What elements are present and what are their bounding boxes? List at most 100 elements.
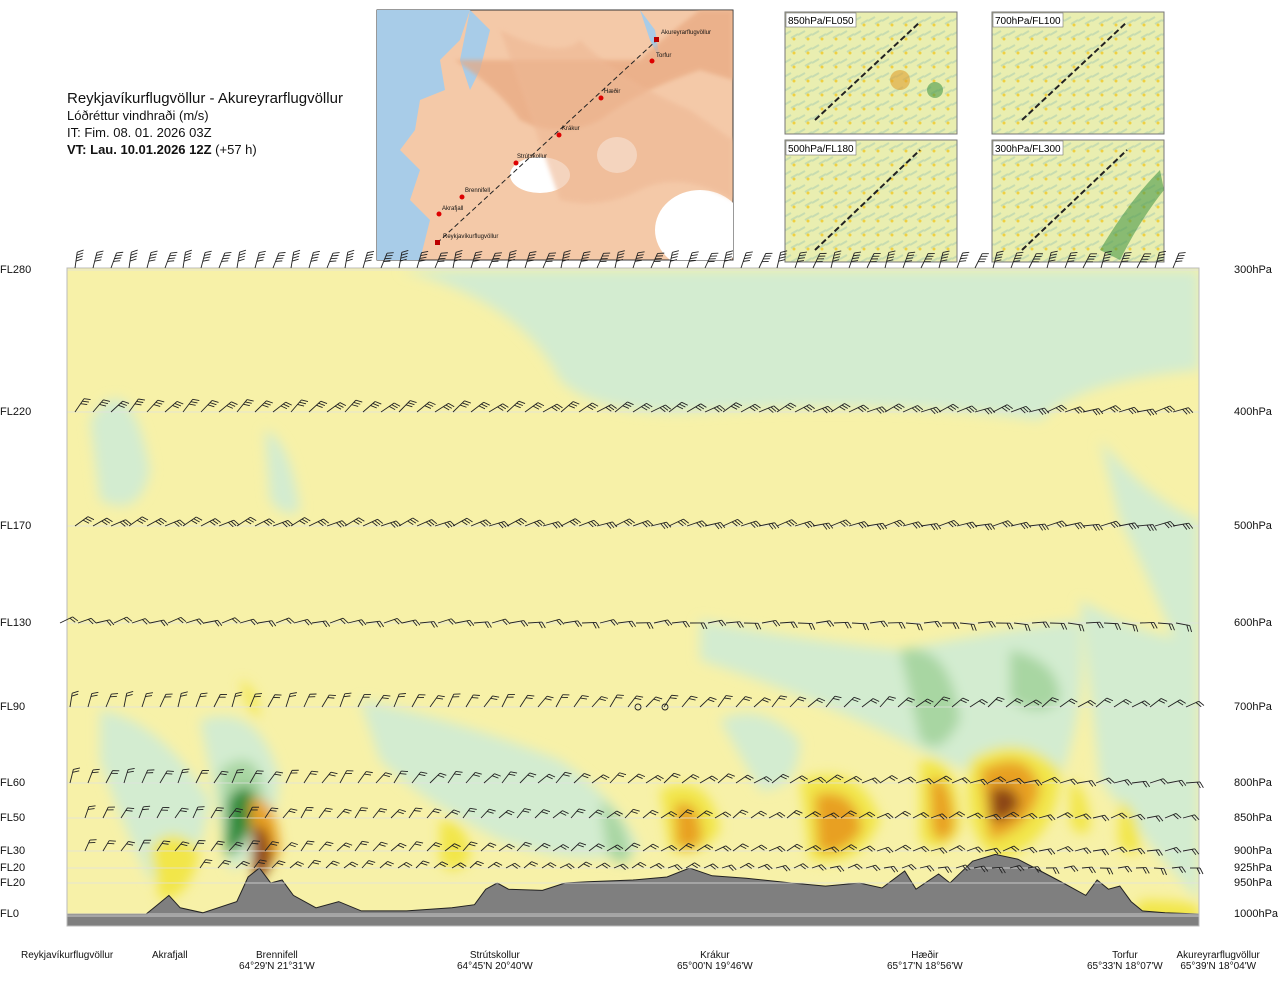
flight-level-label: FL130 bbox=[0, 617, 32, 629]
pressure-label: 900hPa bbox=[1234, 845, 1272, 857]
wind-barb bbox=[105, 693, 119, 708]
wind-barb bbox=[452, 517, 473, 527]
wind-barb bbox=[735, 696, 752, 708]
wind-barb bbox=[293, 618, 313, 626]
wind-barb bbox=[876, 846, 894, 854]
wind-barb bbox=[1082, 253, 1098, 269]
wind-barb bbox=[786, 809, 803, 819]
wind-barb bbox=[739, 862, 755, 869]
wind-barb bbox=[897, 776, 917, 784]
velocity-region bbox=[1080, 600, 1199, 900]
wind-barb bbox=[361, 860, 376, 869]
wind-barb bbox=[523, 861, 539, 869]
wind-barb bbox=[843, 775, 863, 784]
wind-barb bbox=[1172, 522, 1194, 530]
wind-barb bbox=[668, 401, 688, 413]
wind-barb bbox=[1131, 780, 1150, 788]
wind-barb bbox=[686, 251, 699, 269]
location-name: Brennifell bbox=[256, 950, 298, 961]
wind-barb bbox=[69, 767, 81, 784]
wind-barb bbox=[758, 252, 773, 269]
flight-level-label: FL220 bbox=[0, 406, 32, 418]
velocity-region bbox=[226, 787, 258, 852]
wind-barb bbox=[685, 862, 701, 869]
wind-barb bbox=[573, 695, 589, 708]
wind-barb bbox=[740, 251, 753, 269]
wind-barb bbox=[300, 807, 314, 819]
wind-barb bbox=[740, 403, 761, 413]
wind-barb bbox=[416, 401, 436, 413]
wind-barb bbox=[390, 809, 406, 819]
wind-barb bbox=[959, 622, 977, 631]
location-name: Akureyrarflugvöllur bbox=[1176, 950, 1260, 961]
wind-barb bbox=[833, 621, 852, 629]
wind-barb bbox=[617, 620, 637, 628]
wind-barb bbox=[501, 693, 515, 708]
wind-barb bbox=[1010, 251, 1024, 269]
wind-barb bbox=[182, 398, 200, 413]
wind-barb bbox=[920, 523, 942, 531]
wind-barb bbox=[1110, 846, 1128, 853]
wind-barb bbox=[1182, 814, 1200, 821]
wind-barb bbox=[825, 695, 842, 708]
wind-barb bbox=[195, 692, 208, 708]
wind-barb bbox=[397, 862, 413, 869]
wind-barb bbox=[1064, 406, 1086, 414]
wind-barb bbox=[336, 842, 353, 852]
wind-barb bbox=[1103, 622, 1122, 631]
location-label: Akureyrarflugvöllur 65°39'N 18°04'W bbox=[1177, 950, 1260, 972]
wind-barb bbox=[786, 843, 803, 852]
wind-barb bbox=[560, 250, 571, 269]
wind-barb bbox=[59, 616, 79, 624]
wind-barb bbox=[1002, 845, 1020, 852]
wind-barb bbox=[609, 694, 624, 708]
wind-barb bbox=[937, 866, 952, 874]
map-label-akrafjall: Akrafjall bbox=[442, 206, 463, 212]
wind-barb bbox=[185, 618, 205, 625]
pressure-label: 800hPa bbox=[1234, 777, 1272, 789]
wind-barb bbox=[213, 770, 229, 784]
wind-barb bbox=[668, 250, 680, 269]
wind-barb bbox=[1110, 812, 1128, 819]
wind-barb bbox=[411, 694, 426, 708]
wind-barb bbox=[1154, 250, 1167, 269]
location-label: Akrafjall bbox=[152, 950, 188, 961]
wind-barb bbox=[1100, 250, 1112, 269]
wind-barb bbox=[444, 843, 461, 852]
wind-barb bbox=[372, 841, 388, 852]
wind-barb bbox=[645, 696, 663, 708]
wind-barb bbox=[987, 696, 1005, 708]
wind-barb bbox=[524, 251, 537, 269]
wind-barb bbox=[722, 250, 734, 269]
wind-barb bbox=[254, 518, 275, 527]
wind-barb bbox=[581, 621, 600, 629]
valid-date: Lau. 10.01.2026 12Z bbox=[90, 142, 212, 157]
wind-barb bbox=[272, 401, 292, 413]
wind-barb bbox=[663, 694, 679, 708]
wind-barb bbox=[365, 620, 384, 628]
wind-barb bbox=[447, 770, 463, 784]
route-title: Reykjavíkurflugvöllur - Akureyrarflugvöl… bbox=[67, 90, 343, 107]
pressure-label: 850hPa bbox=[1234, 812, 1272, 824]
wind-barb bbox=[915, 698, 934, 708]
wind-barb bbox=[1113, 779, 1133, 786]
location-name: Reykjavíkurflugvöllur bbox=[21, 950, 114, 961]
wind-barb bbox=[339, 770, 354, 784]
wind-barb bbox=[552, 844, 570, 852]
wind-barb bbox=[483, 695, 500, 708]
flight-level-label: FL20 bbox=[0, 877, 26, 889]
wind-barb bbox=[570, 808, 586, 819]
wind-barb bbox=[1023, 779, 1043, 787]
issued-time: IT: Fim. 08. 01. 2026 03Z bbox=[67, 125, 212, 140]
wind-barb bbox=[660, 844, 678, 852]
wind-barb bbox=[865, 864, 881, 872]
wind-barb bbox=[282, 842, 298, 852]
wind-barb bbox=[717, 773, 735, 784]
location-coordinate: 65°17'N 18°56'W bbox=[887, 961, 963, 972]
wind-barb bbox=[249, 693, 263, 708]
wind-barb bbox=[254, 250, 266, 269]
wind-barb bbox=[678, 843, 695, 852]
location-coordinate: 65°33'N 18°07'W bbox=[1087, 961, 1163, 972]
flight-level-label: FL20 bbox=[0, 862, 26, 874]
wind-barb bbox=[84, 805, 96, 819]
